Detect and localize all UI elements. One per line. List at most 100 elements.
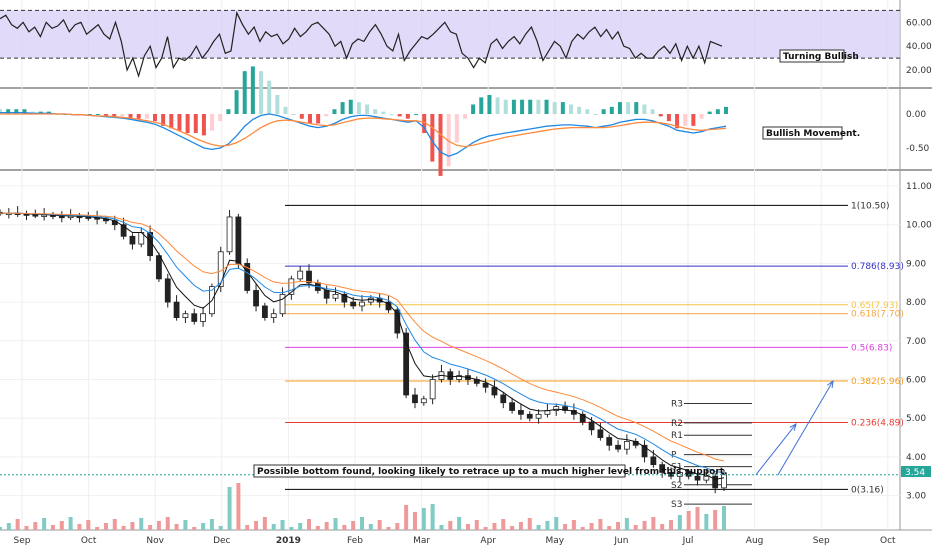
macd-histogram-bar [666, 114, 671, 122]
volume-bar [686, 511, 691, 530]
volume-bar [448, 521, 453, 530]
volume-bar [103, 523, 108, 530]
macd-histogram-bar [569, 104, 574, 114]
macd-histogram-bar [0, 109, 2, 114]
macd-histogram-bar [218, 114, 223, 122]
macd-histogram-bar [324, 114, 329, 117]
macd-histogram-bar [299, 114, 304, 119]
volume-bar [6, 523, 11, 530]
macd-histogram-bar [340, 102, 345, 114]
macd-histogram-bar [210, 114, 215, 131]
rsi-tick-label: 60.00 [906, 18, 932, 28]
macd-histogram-bar [291, 114, 296, 115]
volume-bar [377, 520, 382, 530]
x-tick-label: Mar [413, 536, 430, 546]
pivot-level-label: R1 [671, 431, 683, 441]
x-tick-label: 2019 [276, 536, 301, 546]
macd-panel [0, 66, 728, 176]
candle-body [553, 406, 560, 411]
candle-body [659, 464, 666, 473]
candle-body [200, 313, 206, 322]
macd-histogram-bar [234, 90, 239, 114]
volume-bar [465, 524, 470, 530]
volume-bar [112, 519, 117, 530]
candle-body [288, 278, 295, 295]
volume-bar [156, 521, 161, 530]
fib-level-label: 0.65(7.93) [851, 301, 898, 311]
macd-histogram-bar [438, 114, 443, 176]
volume-bar [148, 525, 153, 530]
volume-bar [15, 519, 20, 530]
candle-body [191, 313, 198, 322]
fib-level-label: 0.618(7.70) [851, 310, 904, 320]
macd-histogram-bar [495, 97, 500, 114]
x-tick-label: Feb [347, 536, 363, 546]
macd-histogram-bar [152, 114, 157, 122]
macd-histogram-bar [430, 114, 435, 162]
macd-histogram-bar [365, 104, 370, 114]
macd-histogram-bar [544, 99, 549, 114]
macd-histogram-bar [169, 114, 174, 129]
price-tick-label: 6.00 [906, 376, 926, 386]
volume-bar [68, 517, 73, 530]
last-price-text: 3.54 [905, 468, 925, 478]
macd-histogram-bar [104, 114, 109, 117]
volume-bar [174, 524, 179, 530]
volume-bar [324, 522, 329, 530]
volume-bar [209, 519, 214, 530]
candle-body [694, 475, 701, 481]
volume-bar [430, 504, 435, 530]
candle-body [129, 235, 136, 245]
price-tick-label: 7.00 [906, 337, 926, 347]
macd-histogram-bar [128, 114, 133, 119]
volume-bar [280, 520, 285, 530]
candle-body [341, 293, 348, 303]
macd-histogram-bar [626, 102, 631, 114]
volume-bar [624, 518, 629, 530]
candle-body [58, 215, 65, 219]
volume-bar [183, 520, 188, 530]
candle-body [253, 290, 259, 307]
volume-bar [457, 517, 462, 530]
candle-body [120, 224, 127, 237]
rsi-panel [0, 9, 900, 79]
candle-body [306, 270, 312, 284]
macd-histogram-bar [275, 94, 280, 114]
macd-histogram-bar [585, 109, 590, 114]
candle-body [32, 214, 39, 217]
volume-bar [139, 518, 144, 530]
price-annotation: Possible bottom found, looking likely to… [253, 464, 728, 478]
candle-body [535, 413, 542, 419]
candle-body [518, 410, 524, 415]
volume-bar [395, 523, 400, 530]
macd-histogram-bar [724, 106, 728, 114]
fib-level-label: 0.786(8.93) [851, 262, 904, 272]
macd-histogram-bar [422, 114, 427, 134]
volume-bar [201, 523, 206, 530]
price-tick-label: 9.00 [906, 259, 926, 269]
volume-bar [59, 521, 64, 530]
macd-histogram-bar [577, 106, 582, 114]
x-tick-label: Oct [81, 536, 97, 546]
macd-histogram-bar [446, 114, 451, 167]
x-tick-label: Nov [146, 536, 164, 546]
price-tick-label: 5.00 [906, 414, 926, 424]
candle-body [562, 406, 568, 411]
macd-annotation: Bullish Movement. [762, 126, 860, 140]
candle-body [297, 270, 304, 280]
price-tick-label: 3.00 [906, 492, 926, 502]
volume-bar [492, 523, 497, 530]
volume-bar [298, 523, 303, 530]
macd-histogram-bar [487, 94, 492, 114]
macd-histogram-bar [397, 114, 402, 117]
x-tick-label: Sep [14, 536, 31, 546]
candle-body [703, 475, 710, 481]
macd-histogram-bar [283, 106, 288, 114]
macd-histogram-bar [348, 99, 353, 114]
volume-bar [262, 517, 267, 530]
volume-bar [527, 518, 532, 530]
volume-bar [386, 527, 391, 530]
candle-body [173, 301, 180, 318]
macd-histogram-bar [536, 99, 541, 114]
projection-arrow [777, 380, 834, 475]
